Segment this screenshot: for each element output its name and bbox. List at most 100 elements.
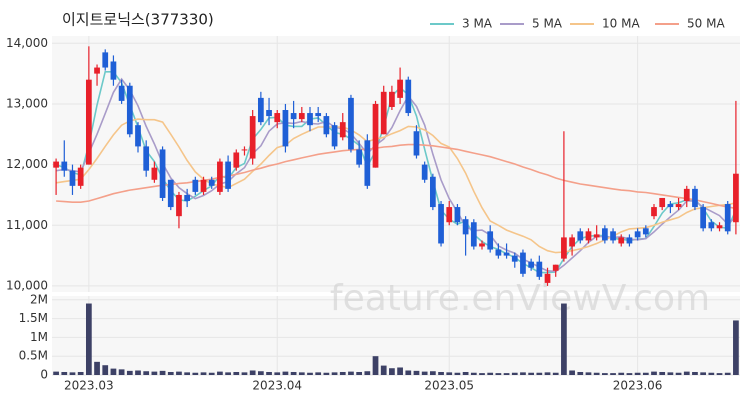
volume-bar	[446, 372, 453, 375]
candle-body	[454, 207, 461, 223]
candle-body	[413, 131, 420, 156]
candle-body	[585, 231, 592, 241]
volume-bar	[151, 371, 158, 375]
candle-body	[167, 179, 174, 208]
volume-bar	[561, 303, 567, 375]
volume-bar	[626, 373, 633, 375]
volume-bar	[634, 372, 641, 375]
volume-bar	[593, 372, 600, 375]
volume-bar	[659, 371, 666, 375]
candle-body	[315, 113, 322, 117]
candle-body	[405, 79, 412, 114]
candle-body	[225, 161, 231, 189]
volume-bar	[290, 371, 297, 375]
volume-bar	[364, 371, 371, 375]
candle-body	[126, 85, 133, 135]
candle-body	[143, 146, 150, 171]
volume-bar	[536, 372, 543, 375]
volume-bar	[77, 371, 84, 375]
volume-bar	[257, 371, 264, 375]
candle-body	[552, 264, 559, 271]
volume-bar	[266, 371, 272, 375]
volume-bar	[94, 361, 100, 375]
volume-bar	[184, 372, 191, 375]
price-panel	[52, 36, 740, 292]
candle-body	[577, 231, 584, 241]
y-tick-label: 11,000	[6, 218, 48, 232]
candle-body	[159, 149, 166, 198]
candle-body	[429, 176, 436, 208]
candle-body	[200, 179, 207, 192]
ma-line	[55, 118, 737, 254]
candle-body	[298, 113, 305, 120]
volume-bar	[487, 372, 494, 375]
candle-body	[700, 207, 707, 229]
candle-body	[85, 79, 92, 165]
volume-bar	[217, 371, 223, 375]
candle-body	[724, 204, 731, 232]
candle-body	[102, 52, 109, 68]
y-tick-label: 14,000	[6, 36, 48, 50]
volume-bar	[176, 371, 182, 375]
volume-bar	[53, 371, 59, 375]
volume-bar	[618, 372, 625, 375]
candle-body	[708, 222, 715, 229]
volume-bar	[405, 370, 412, 375]
candle-body	[110, 61, 117, 80]
volume-bar	[544, 372, 551, 375]
volume-bar	[397, 367, 403, 375]
candle-body	[233, 152, 240, 168]
volume-bar	[642, 372, 649, 375]
volume-bar	[249, 370, 256, 375]
candle-body	[331, 125, 338, 147]
volume-bar	[479, 373, 485, 375]
candle-body	[274, 113, 281, 123]
x-tick-label: 2023.05	[424, 379, 474, 393]
candle-body	[339, 122, 346, 138]
volume-bar	[585, 372, 592, 375]
volume-bar	[159, 370, 166, 375]
volume-bar	[724, 372, 731, 375]
candle-body	[208, 179, 215, 186]
candle-body	[536, 261, 543, 277]
volume-bar	[552, 372, 559, 375]
volume-tick-label: 2M	[30, 292, 48, 306]
volume-bar	[733, 320, 739, 375]
candle-body	[192, 179, 199, 192]
volume-bar	[241, 372, 248, 375]
candle-body	[716, 225, 723, 229]
candle-body	[397, 79, 403, 98]
volume-bar	[454, 372, 461, 375]
volume-bar	[102, 365, 109, 375]
candle-body	[733, 173, 739, 223]
candle-body	[479, 243, 485, 247]
candle-body	[675, 204, 682, 208]
volume-bar	[233, 371, 240, 375]
volume-bar	[651, 371, 657, 375]
volume-bar	[708, 372, 715, 375]
candle-body	[626, 237, 633, 244]
candle-body	[307, 113, 313, 126]
candle-body	[61, 161, 68, 171]
volume-bar	[413, 370, 420, 375]
candle-body	[561, 237, 567, 259]
ma-line	[55, 77, 737, 273]
candle-body	[77, 167, 84, 186]
volume-bar	[462, 371, 469, 375]
watermark: feature.enViewV.com	[330, 278, 710, 319]
volume-bar	[69, 372, 76, 375]
volume-bar	[118, 369, 125, 375]
volume-bar	[610, 373, 616, 375]
volume-bar	[85, 303, 92, 375]
volume-bar	[683, 371, 690, 375]
volume-bar	[667, 372, 674, 375]
volume-bar	[700, 372, 707, 375]
volume-bar	[389, 368, 395, 375]
candle-body	[634, 231, 641, 238]
volume-bar	[716, 373, 723, 375]
volume-bar	[135, 370, 141, 375]
candle-body	[217, 161, 223, 192]
candle-body	[323, 116, 330, 135]
volume-bar	[339, 371, 346, 375]
candle-body	[511, 255, 518, 262]
